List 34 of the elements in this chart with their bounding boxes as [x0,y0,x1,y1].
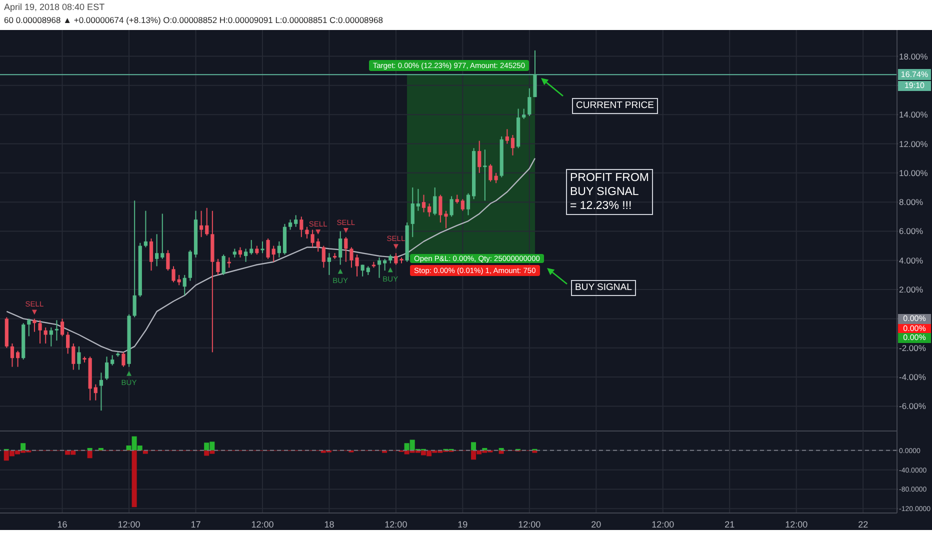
text: 60 0.00008968 ▲ +0.00000674 (+8.13%) O:0.00008852 H:0.00009091 L:0.00008851 C:0.00008968 [4,15,383,26]
x-tick-label: 12:00 [384,519,408,530]
text: 0.00% [898,333,931,342]
y-tick-label: 18.00% [899,51,928,62]
ref-line-label: 16.74% [898,69,931,80]
x-tick-label: 16 [57,519,68,530]
y-tick-label: 4.00% [899,255,924,266]
y-tick-label: -4.00% [899,372,926,382]
annotation: CURRENT PRICE [572,98,658,114]
text: 19:10 [898,81,931,91]
x-tick-label: 18 [324,519,334,530]
x-tick-label: 20 [591,519,602,530]
y-tick-label: -6.00% [899,401,926,412]
x-tick-label: 12:00 [118,519,140,530]
x-tick-label: 22 [858,519,868,530]
x-tick-label: 12:00 [785,519,808,530]
y-tick-label: 14.00% [899,110,928,120]
text: 0.00% [898,314,931,324]
annotation: BUY SIGNAL [571,280,636,296]
x-tick-label: 12:00 [518,519,541,530]
y-tick-label: 2.00% [899,284,924,295]
x-tick-label: 12:00 [652,519,674,530]
x-tick-label: 19 [458,519,468,530]
y-tick-label: -2.00% [899,342,926,353]
x-tick-label: 17 [190,519,201,530]
y-tick-label: 6.00% [899,226,924,236]
y-tick-label: 10.00% [899,168,928,178]
x-tick-label: 12:00 [251,519,274,530]
x-tick-label: 21 [724,519,735,530]
y-tick-label: 8.00% [899,197,924,208]
y-tick-label: 12.00% [899,138,928,149]
text: April 19, 2018 08:40 EST [4,2,105,14]
text: 0.00% [898,324,931,333]
annotation: PROFIT FROM BUY SIGNAL = 12.23% !!! [566,169,654,215]
